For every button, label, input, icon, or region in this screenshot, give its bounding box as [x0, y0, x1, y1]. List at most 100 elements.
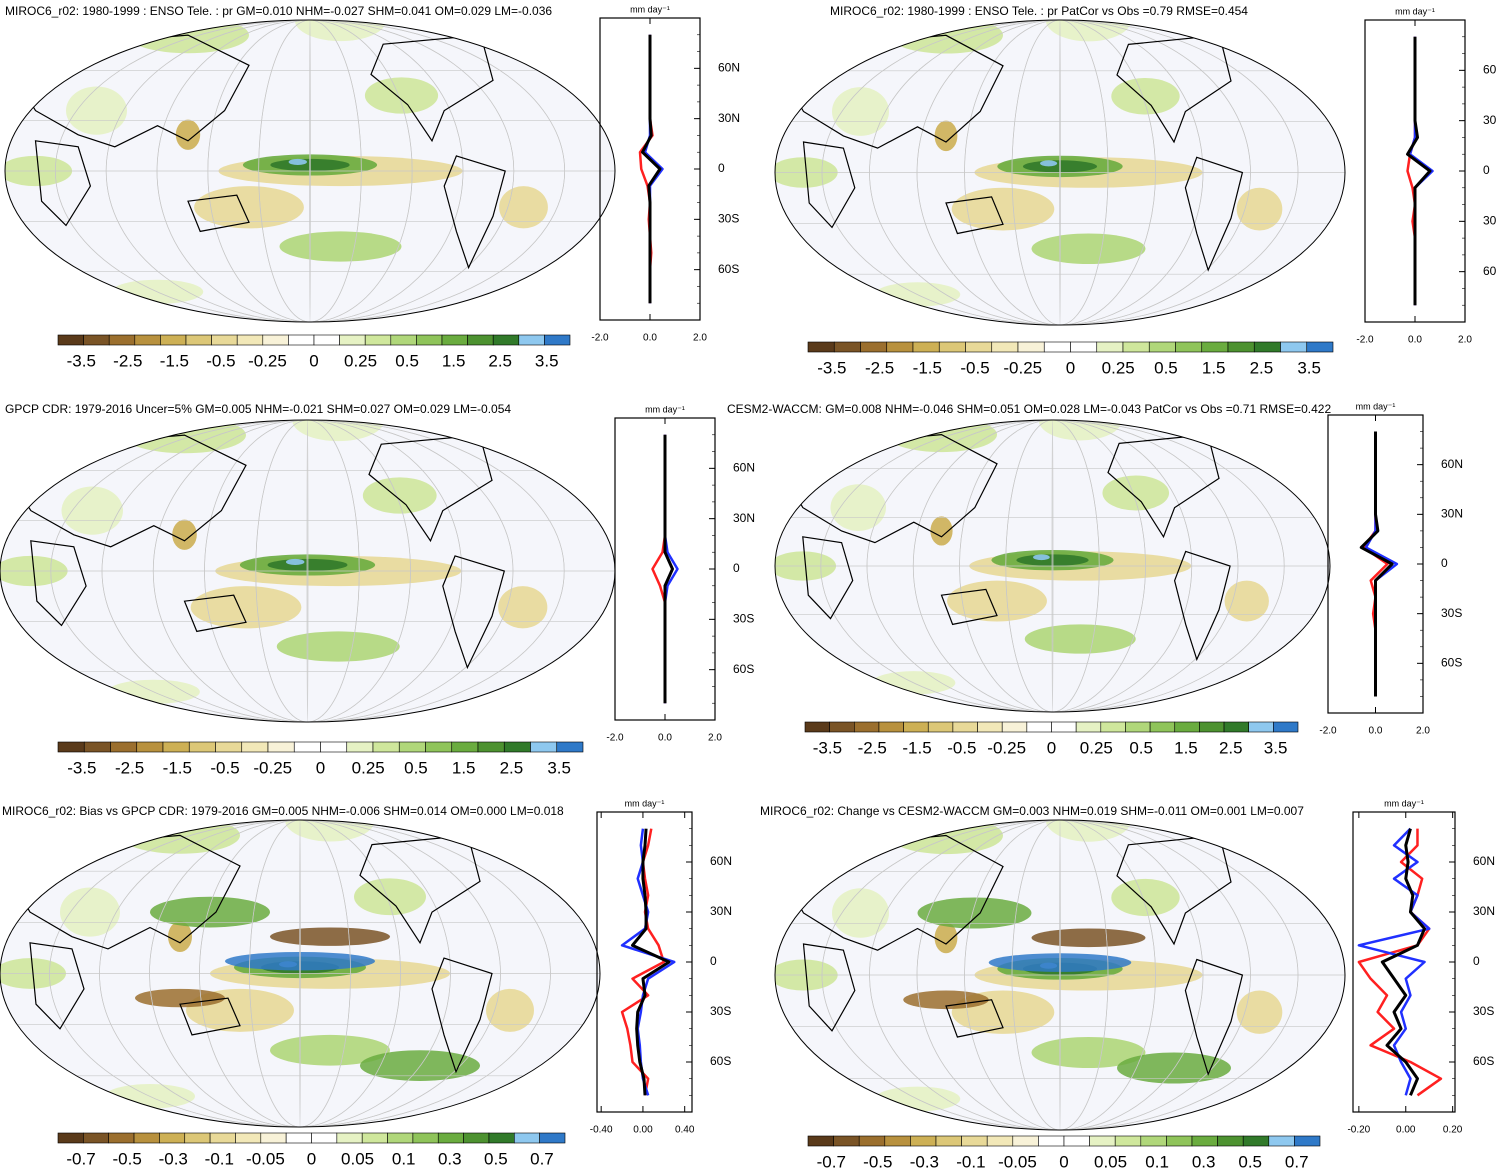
y-tick-label: 60S	[1473, 1054, 1494, 1068]
colorbar-swatch	[912, 341, 940, 353]
colorbar-label: 0.1	[1145, 1152, 1169, 1169]
panel-title: GPCP CDR: 1979-2016 Uncer=5% GM=0.005 NH…	[5, 402, 511, 416]
anomaly-patch	[135, 988, 225, 1008]
colorbar-swatch	[320, 741, 348, 753]
coastline	[802, 943, 856, 1032]
colorbar-label: -3.5	[67, 351, 96, 370]
colorbar-swatch	[1148, 341, 1176, 353]
panel: MIROC6_r02: 1980-1999 : ENSO Tele. : pr …	[4, 4, 740, 370]
anomaly-patch	[150, 896, 270, 928]
colorbar-label: -0.05	[998, 1152, 1037, 1169]
anomaly-patch	[1111, 878, 1180, 917]
colorbar-swatch	[1089, 1135, 1116, 1147]
colorbar-swatch	[1149, 721, 1176, 733]
x-tick-label: 0.0	[658, 733, 672, 744]
y-tick-label: 60	[1483, 264, 1497, 278]
colorbar-swatch	[57, 334, 84, 346]
anomaly-patch	[499, 186, 548, 229]
anomaly-patch	[903, 990, 989, 1010]
colorbar-label: 0	[309, 351, 318, 370]
colorbar-swatch	[336, 1132, 363, 1144]
colorbar-swatch	[853, 721, 880, 733]
colorbar-swatch	[991, 341, 1019, 353]
coastline	[431, 957, 493, 1074]
colorbar-label: 0.25	[352, 758, 385, 777]
zonal-mean-line	[1406, 36, 1432, 306]
anomaly-patch	[988, 953, 1132, 972]
colorbar-swatch	[539, 1132, 566, 1144]
coastline	[442, 555, 506, 670]
map-border	[774, 19, 1346, 326]
anomaly-patch	[832, 87, 889, 136]
colorbar-swatch	[185, 334, 212, 346]
anomaly-patch	[1022, 160, 1098, 173]
colorbar-label: 1.5	[1202, 358, 1226, 377]
colorbar-swatch	[241, 741, 269, 753]
colorbar-label: 0.5	[404, 758, 428, 777]
colorbar-label: 0	[1066, 358, 1075, 377]
anomaly-patch	[930, 516, 953, 546]
colorbar-label: -0.25	[987, 738, 1026, 757]
panel-title: CESM2-WACCM: GM=0.008 NHM=-0.046 SHM=0.0…	[727, 402, 1331, 416]
map-border	[774, 819, 1346, 1131]
colorbar-swatch	[1223, 721, 1250, 733]
colorbar-swatch	[1175, 341, 1203, 353]
colorbar-swatch	[807, 341, 835, 353]
colorbar-swatch	[513, 1132, 540, 1144]
anomaly-patch	[285, 558, 305, 565]
anomaly-patch	[168, 921, 192, 953]
colorbar-swatch	[134, 334, 161, 346]
coastline	[443, 155, 506, 270]
anomaly-patch	[1224, 580, 1269, 622]
colorbar-swatch	[339, 334, 366, 346]
colorbar-label: 3.5	[535, 351, 559, 370]
colorbar-label: 0.3	[1192, 1152, 1216, 1169]
colorbar-swatch	[311, 1132, 338, 1144]
colorbar-swatch	[938, 341, 966, 353]
colorbar-swatch	[829, 721, 855, 733]
anomaly-patch	[175, 119, 201, 150]
colorbar-swatch	[390, 334, 417, 346]
anomaly-patch	[1040, 160, 1058, 167]
zonal-mean-line	[1357, 828, 1443, 1097]
colorbar-label: -0.05	[246, 1149, 285, 1168]
panel: GPCP CDR: 1979-2016 Uncer=5% GM=0.005 NH…	[0, 402, 755, 777]
colorbar-label: -0.5	[210, 758, 239, 777]
units-label: mm day⁻¹	[1395, 6, 1435, 16]
colorbar-swatch	[1199, 721, 1225, 733]
anomaly-patch	[354, 878, 426, 916]
y-tick-label: 0	[718, 161, 725, 175]
colorbar-label: -0.7	[66, 1149, 95, 1168]
colorbar-swatch	[387, 1132, 414, 1144]
x-tick-label: 0.00	[633, 1125, 653, 1136]
colorbar-swatch	[364, 334, 392, 346]
colorbar-swatch	[83, 741, 111, 753]
colorbar-swatch	[1166, 1135, 1193, 1147]
colorbar-label: 0	[1059, 1152, 1068, 1169]
colorbar-label: -2.5	[113, 351, 142, 370]
anomaly-patch	[270, 1034, 390, 1066]
anomaly-patch	[1024, 624, 1136, 654]
anomaly-patch	[225, 952, 375, 971]
y-tick-label: 0	[733, 561, 740, 575]
colorbar-swatch	[262, 334, 289, 346]
colorbar-label: -0.25	[253, 758, 292, 777]
anomaly-patch	[288, 158, 307, 165]
coastline	[34, 140, 92, 227]
colorbar-label: 0.5	[1154, 358, 1178, 377]
panel: MIROC6_r02: 1980-1999 : ENSO Tele. : pr …	[774, 4, 1497, 377]
coastline	[940, 588, 998, 626]
y-tick-label: 60	[1483, 63, 1497, 77]
colorbar-label: -2.5	[865, 358, 894, 377]
colorbar-label: 2.5	[1219, 738, 1243, 757]
x-tick-label: 0.00	[1396, 1125, 1416, 1136]
y-tick-label: 0	[1473, 954, 1480, 968]
anomaly-patch	[172, 519, 197, 550]
colorbar-swatch	[159, 1132, 186, 1144]
map-body	[775, 820, 1345, 1130]
anomaly-patch	[486, 988, 534, 1032]
colorbar-swatch	[184, 1132, 211, 1144]
colorbar-swatch	[133, 1132, 160, 1144]
x-tick-label: -2.0	[591, 333, 609, 344]
